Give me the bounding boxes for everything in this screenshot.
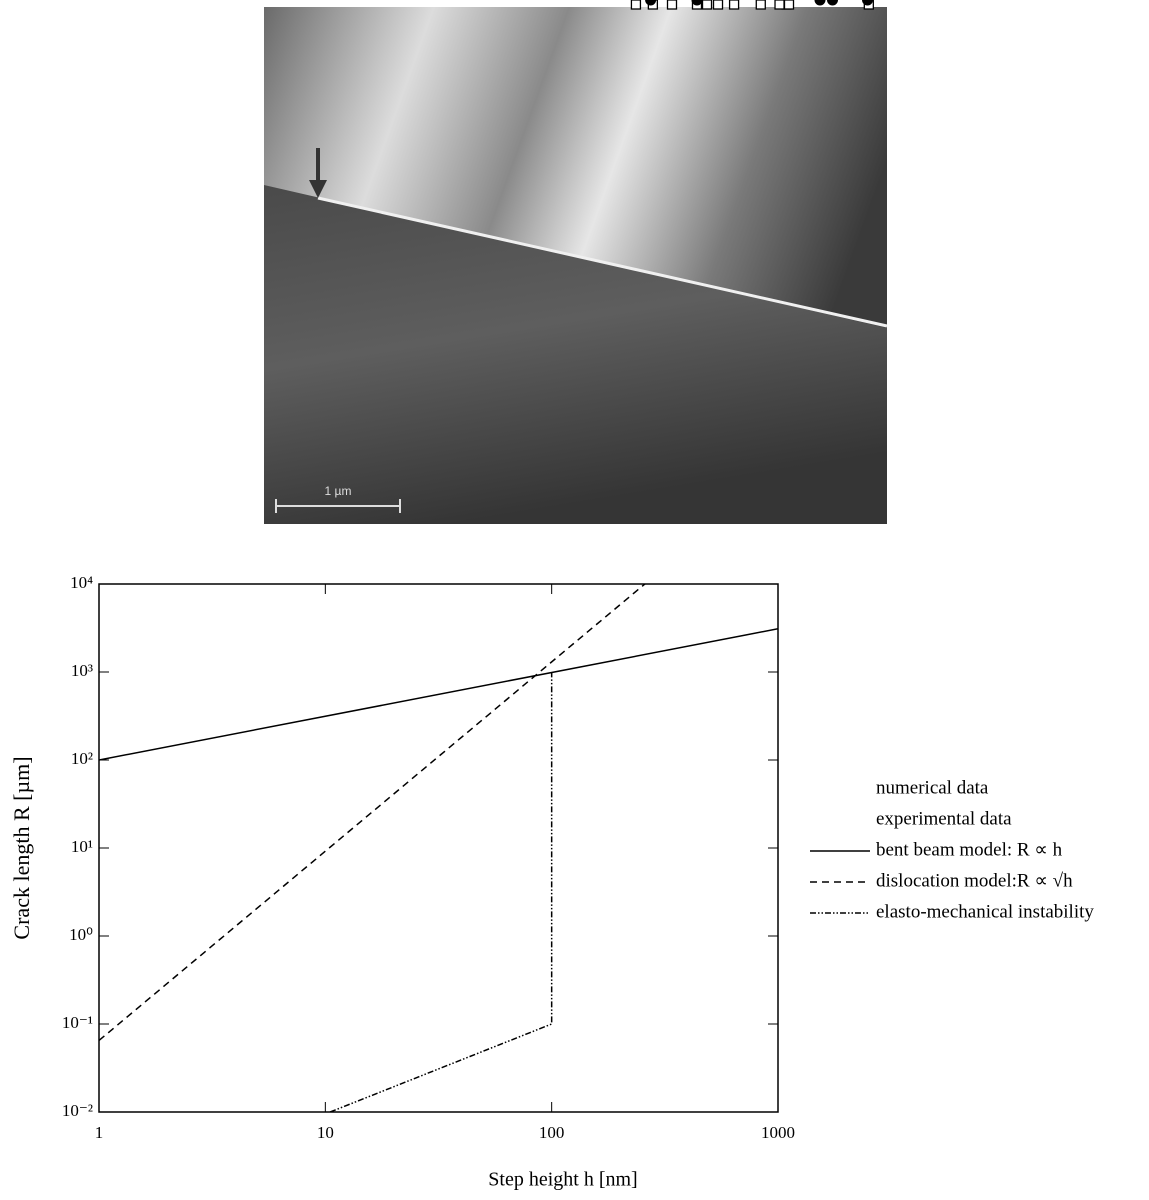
- legend-marker: [814, 0, 826, 6]
- data-point: [630, 0, 642, 10]
- micrograph: 1 µm: [264, 7, 888, 524]
- x-tick-label: 10: [317, 1123, 334, 1142]
- y-tick-label: 10⁻¹: [62, 1013, 93, 1032]
- data-point: [827, 0, 839, 6]
- data-point: [691, 0, 703, 6]
- y-tick-label: 10⁰: [69, 925, 93, 944]
- y-tick-label: 10⁻²: [62, 1101, 93, 1120]
- x-axis-label: Step height h [nm]: [488, 1169, 637, 1191]
- x-tick-label: 1: [95, 1123, 104, 1142]
- scale-bar-label: 1 µm: [325, 484, 352, 498]
- legend-label: bent beam model: R ∝ h: [876, 839, 1063, 860]
- data-point: [666, 0, 678, 10]
- legend-label: experimental data: [876, 808, 1012, 829]
- plot-frame: [98, 583, 779, 1113]
- line: [329, 672, 553, 1112]
- data-point: [701, 0, 713, 10]
- data-point: [728, 0, 740, 10]
- y-tick-label: 10³: [71, 661, 93, 680]
- legend-label: dislocation model:R ∝ √h: [876, 870, 1073, 891]
- data-point: [645, 0, 657, 6]
- line: [99, 628, 778, 761]
- y-tick-label: 10⁴: [70, 573, 93, 592]
- data-point: [774, 0, 785, 10]
- data-point: [755, 0, 766, 10]
- legend-marker: [783, 0, 795, 10]
- y-axis-label: Crack length R [µm]: [9, 756, 34, 939]
- legend-label: numerical data: [876, 777, 989, 798]
- legend-label: elasto-mechanical instability: [876, 901, 1094, 922]
- data-point: [712, 0, 724, 10]
- data-point: [862, 0, 874, 6]
- line: [99, 584, 646, 1042]
- x-tick-label: 1000: [761, 1123, 795, 1142]
- y-tick-label: 10¹: [71, 837, 93, 856]
- x-tick-label: 100: [539, 1123, 565, 1142]
- y-tick-label: 10²: [71, 749, 93, 768]
